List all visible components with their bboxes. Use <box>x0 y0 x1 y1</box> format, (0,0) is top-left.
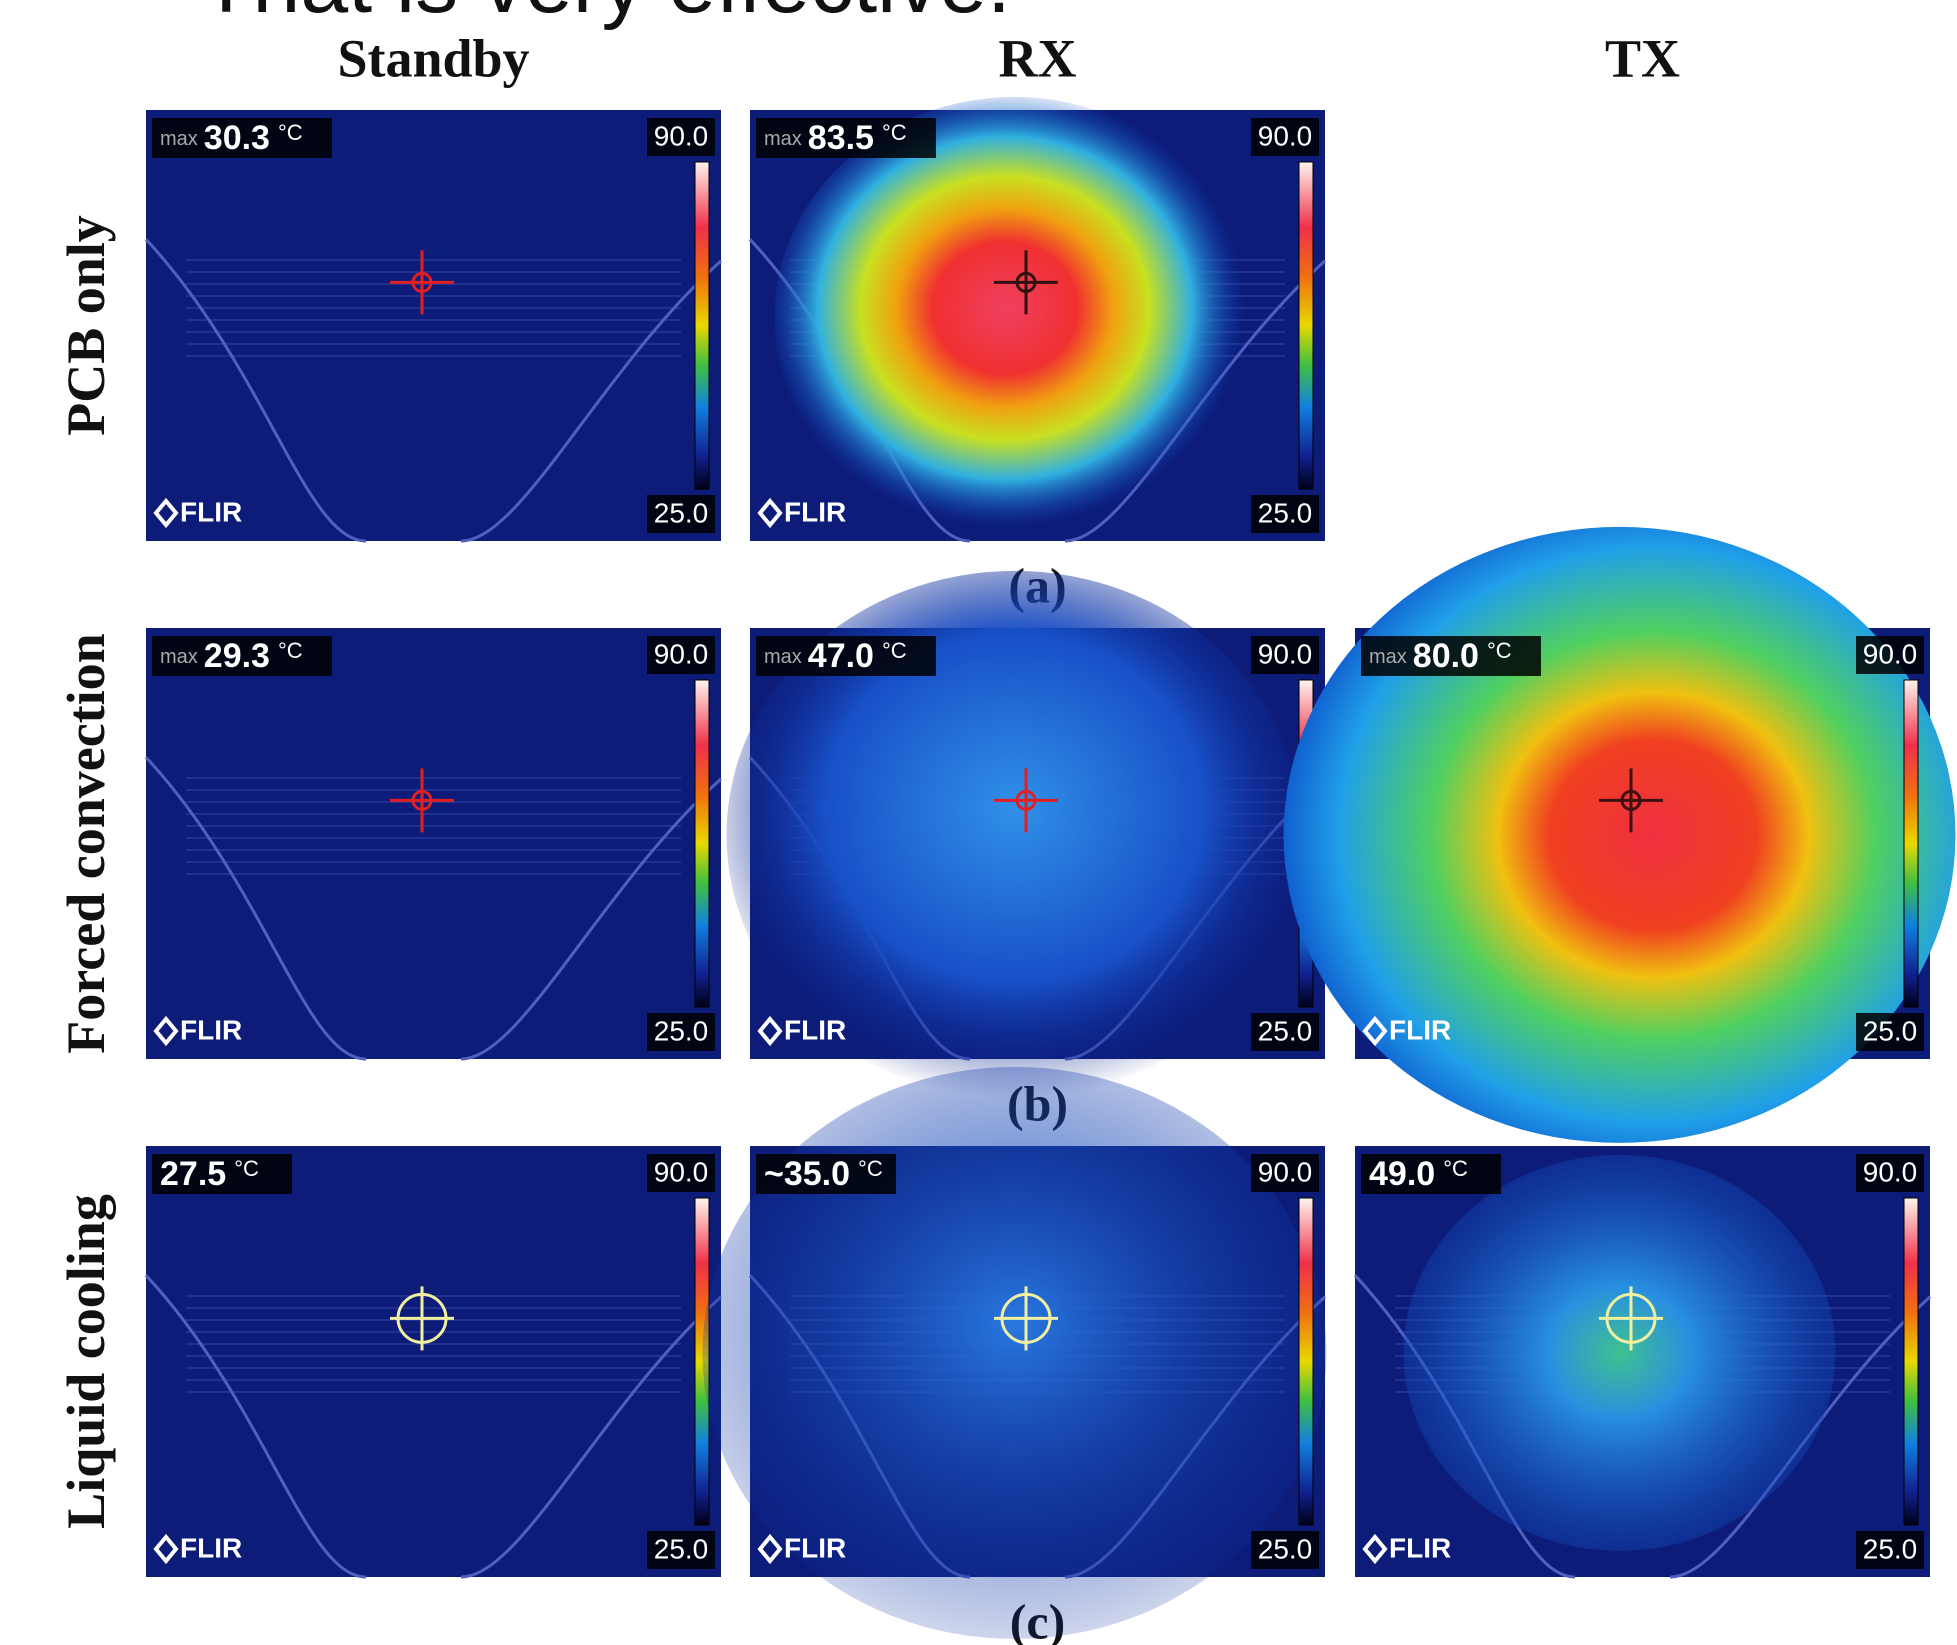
brand: FLIR <box>784 496 846 527</box>
scale-min: 25.0 <box>654 1015 709 1046</box>
scale-min: 25.0 <box>1258 497 1313 528</box>
colorbar <box>1299 1198 1313 1525</box>
scale-min: 25.0 <box>654 1533 709 1564</box>
heat-spot <box>1404 1155 1836 1551</box>
max-label: max <box>160 646 198 668</box>
brand: FLIR <box>180 1532 242 1563</box>
temp-value: 83.5 <box>808 119 874 157</box>
thermal-image: max 80.0 °C 90.0 25.0 FLIR <box>1284 527 1956 1143</box>
temp-unit: °C <box>234 1156 259 1181</box>
brand: FLIR <box>784 1532 846 1563</box>
temp-value: 47.0 <box>808 637 874 675</box>
temp-unit: °C <box>1487 638 1512 663</box>
scale-min: 25.0 <box>1258 1533 1313 1564</box>
row-label: Forced convection <box>56 633 116 1053</box>
max-label: max <box>1369 646 1407 668</box>
scale-max: 90.0 <box>654 120 709 151</box>
temp-value: ~35.0 <box>764 1155 850 1193</box>
scale-max: 90.0 <box>1258 1156 1313 1187</box>
temp-unit: °C <box>858 1156 883 1181</box>
thermal-image: max 30.3 °C 90.0 25.0 FLIR <box>146 110 721 541</box>
scale-max: 90.0 <box>1863 638 1918 669</box>
temp-unit: °C <box>882 120 907 145</box>
thermal-image: max 83.5 °C 90.0 25.0 FLIR <box>750 97 1325 541</box>
image-background <box>146 628 721 1059</box>
temp-value: 29.3 <box>204 637 270 675</box>
max-label: max <box>160 128 198 150</box>
colorbar <box>695 680 709 1007</box>
scale-max: 90.0 <box>1863 1156 1918 1187</box>
scale-min: 25.0 <box>1258 1015 1313 1046</box>
temp-unit: °C <box>278 638 303 663</box>
thermal-image: 27.5 °C 90.0 25.0 FLIR <box>146 1146 721 1577</box>
scale-max: 90.0 <box>1258 638 1313 669</box>
temp-value: 80.0 <box>1413 637 1479 675</box>
thermal-image: ~35.0 °C 90.0 25.0 FLIR <box>703 1067 1327 1639</box>
colorbar <box>1904 680 1918 1007</box>
scale-max: 90.0 <box>1258 120 1313 151</box>
colorbar <box>1904 1198 1918 1525</box>
temp-unit: °C <box>1443 1156 1468 1181</box>
colorbar <box>1299 162 1313 489</box>
row-label: Liquid cooling <box>56 1194 116 1529</box>
column-header: TX <box>1605 28 1680 88</box>
brand: FLIR <box>180 496 242 527</box>
brand: FLIR <box>180 1014 242 1045</box>
scale-max: 90.0 <box>654 638 709 669</box>
column-header: RX <box>999 28 1077 88</box>
heat-spot <box>1284 527 1956 1143</box>
temp-unit: °C <box>882 638 907 663</box>
thermal-image: max 47.0 °C 90.0 25.0 FLIR <box>727 571 1326 1099</box>
brand: FLIR <box>1389 1014 1451 1045</box>
temp-value: 30.3 <box>204 119 270 157</box>
thermal-image: 49.0 °C 90.0 25.0 FLIR <box>1355 1146 1930 1577</box>
figure: That is very effective. Standby RX TX PCB o… <box>0 0 1957 1645</box>
temp-value: 49.0 <box>1369 1155 1435 1193</box>
brand: FLIR <box>1389 1532 1451 1563</box>
row-label: PCB only <box>56 215 116 436</box>
cropped-title: That is very effective. <box>200 0 1011 31</box>
temp-value: 27.5 <box>160 1155 226 1193</box>
heat-spot <box>775 97 1255 537</box>
image-background <box>146 110 721 541</box>
colorbar <box>695 162 709 489</box>
scale-min: 25.0 <box>1863 1015 1918 1046</box>
image-background <box>146 1146 721 1577</box>
page: That is very effective. Standby RX TX PCB o… <box>0 0 1957 1645</box>
brand: FLIR <box>784 1014 846 1045</box>
scale-max: 90.0 <box>654 1156 709 1187</box>
thermal-image: max 29.3 °C 90.0 25.0 FLIR <box>146 628 721 1059</box>
scale-min: 25.0 <box>1863 1533 1918 1564</box>
max-label: max <box>764 128 802 150</box>
scale-min: 25.0 <box>654 497 709 528</box>
max-label: max <box>764 646 802 668</box>
column-header: Standby <box>337 28 529 88</box>
temp-unit: °C <box>278 120 303 145</box>
